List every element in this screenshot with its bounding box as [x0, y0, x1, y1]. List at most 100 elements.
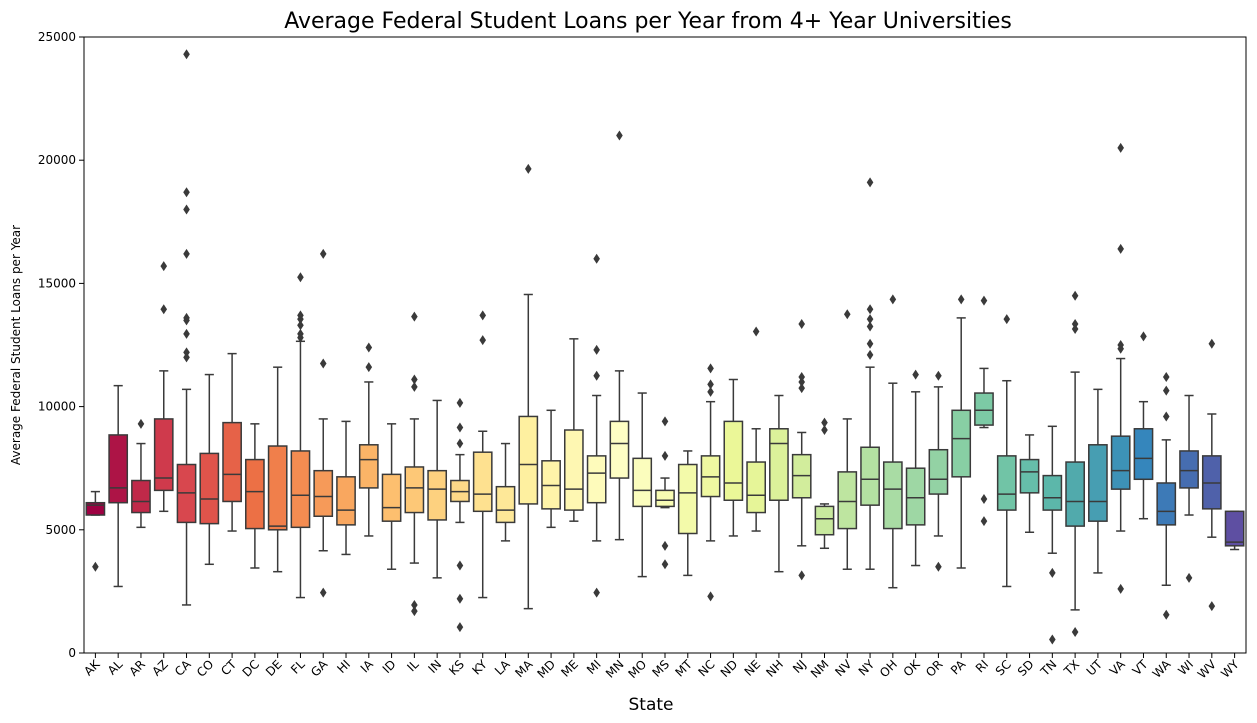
- box-il: [404, 466, 425, 514]
- outlier-point: [411, 606, 418, 617]
- outlier-point: [1162, 385, 1170, 396]
- box-dc: [245, 458, 265, 530]
- outlier-point: [866, 177, 874, 188]
- outlier-point: [661, 416, 669, 427]
- outlier-point: [456, 438, 464, 449]
- outlier-point: [411, 311, 418, 322]
- outlier-point: [661, 559, 669, 570]
- outlier-point: [798, 383, 806, 394]
- x-tick-label: OK: [901, 656, 924, 679]
- x-tick-label: AK: [81, 656, 103, 678]
- outlier-point: [866, 314, 874, 325]
- box-nm: [814, 505, 835, 536]
- outlier-point: [411, 374, 418, 385]
- outlier-point: [889, 294, 897, 305]
- box-ny: [860, 446, 880, 506]
- box-ma: [518, 415, 539, 505]
- box-ut: [1088, 444, 1108, 522]
- x-tick-label: NY: [856, 657, 878, 679]
- box-mn: [609, 420, 630, 479]
- outlier-point: [137, 418, 145, 429]
- outlier-point: [297, 272, 304, 283]
- x-tick-label: NE: [742, 657, 764, 679]
- outlier-point: [1071, 627, 1079, 638]
- x-tick-label: MA: [512, 657, 536, 681]
- outlier-point: [707, 379, 714, 390]
- x-tick-label: IN: [426, 657, 445, 676]
- x-tick-label: MS: [650, 657, 673, 680]
- outlier-point: [1049, 567, 1056, 578]
- outlier-point: [183, 312, 190, 323]
- outlier-point: [456, 593, 464, 604]
- outlier-point: [456, 422, 464, 433]
- x-tick-label: KY: [469, 657, 490, 678]
- outlier-point: [456, 560, 464, 571]
- outlier-point: [92, 561, 99, 572]
- x-tick-label: CT: [218, 657, 239, 678]
- x-tick-label: ND: [718, 657, 741, 680]
- y-tick-label: 25000: [38, 30, 76, 44]
- x-tick-label: WV: [1195, 657, 1220, 682]
- outlier-point: [479, 335, 487, 346]
- outlier-point: [1208, 338, 1216, 349]
- outlier-point: [1140, 331, 1147, 342]
- x-tick-label: MN: [603, 657, 627, 681]
- y-tick-label: 5000: [45, 523, 76, 537]
- box-ok: [905, 467, 926, 526]
- x-tick-label: TX: [1061, 657, 1083, 679]
- outlier-point: [297, 310, 304, 321]
- x-tick-label: OR: [923, 657, 945, 679]
- outlier-point: [593, 587, 600, 598]
- outlier-point: [160, 261, 168, 272]
- x-tick-label: IL: [404, 657, 421, 674]
- x-tick-label: HI: [334, 657, 353, 676]
- box-nh: [769, 428, 789, 501]
- x-tick-label: KS: [446, 657, 467, 678]
- box-mt: [677, 463, 698, 535]
- box-la: [495, 485, 516, 524]
- x-tick-label: NJ: [790, 657, 809, 676]
- x-tick-label: WI: [1175, 657, 1196, 678]
- box-nv: [837, 471, 858, 530]
- box-ri: [974, 392, 994, 426]
- outlier-point: [456, 397, 464, 408]
- outlier-point: [593, 344, 600, 355]
- x-tick-label: NV: [832, 657, 855, 680]
- outlier-point: [319, 358, 327, 369]
- outlier-point: [957, 294, 965, 305]
- x-tick-label: OH: [877, 657, 900, 680]
- x-tick-label: LA: [492, 657, 513, 678]
- outlier-point: [1117, 243, 1124, 254]
- x-tick-label: MT: [672, 657, 695, 680]
- x-tick-label: WA: [1150, 657, 1174, 681]
- box-tx: [1065, 461, 1085, 527]
- outlier-point: [319, 587, 327, 598]
- box-al: [108, 434, 129, 504]
- x-tick-label: UT: [1084, 657, 1106, 679]
- outlier-point: [843, 309, 851, 320]
- y-tick-label: 0: [68, 646, 76, 660]
- outlier-point: [183, 204, 190, 215]
- outlier-point: [935, 561, 942, 572]
- box-fl: [290, 450, 311, 529]
- x-tick-label: NH: [763, 657, 786, 680]
- x-tick-label: FL: [288, 657, 308, 677]
- x-tick-label: NM: [808, 657, 832, 681]
- x-tick-label: TN: [1037, 657, 1059, 679]
- x-tick-label: PA: [948, 657, 969, 678]
- outlier-point: [912, 369, 919, 380]
- chart-title: Average Federal Student Loans per Year f…: [284, 9, 1012, 34]
- outlier-point: [821, 425, 828, 436]
- x-tick-label: DC: [240, 657, 262, 679]
- outlier-point: [935, 370, 942, 381]
- x-tick-label: MI: [584, 657, 604, 677]
- outlier-point: [456, 622, 464, 633]
- outlier-point: [707, 386, 714, 397]
- box-ky: [472, 451, 493, 513]
- x-tick-label: IA: [358, 657, 377, 676]
- outlier-point: [707, 363, 714, 374]
- outlier-point: [1208, 601, 1216, 612]
